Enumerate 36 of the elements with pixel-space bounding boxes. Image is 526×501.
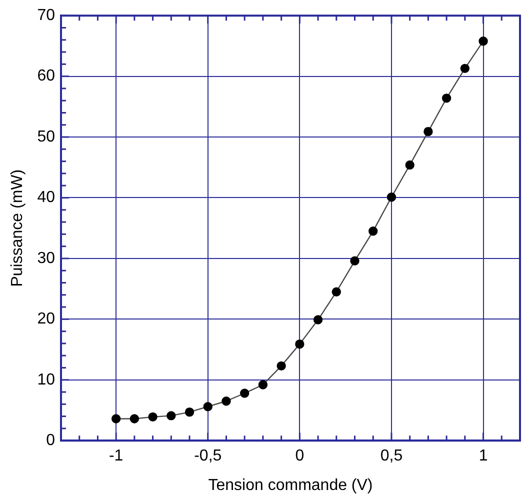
point [442,94,452,103]
point [148,412,158,422]
x-tick-label: -0,5 [194,448,222,465]
point [350,256,360,266]
point [460,64,470,74]
point [313,315,323,324]
x-tick-label: -1 [108,448,124,465]
point [478,36,488,46]
point [368,226,378,236]
point [203,402,212,412]
y-tick-label: 40 [37,189,56,206]
x-axis-title: Tension commande (V) [208,476,373,494]
point [240,388,250,398]
point [111,414,121,424]
y-tick-label: 50 [37,128,56,146]
point [405,160,414,170]
y-axis-title: Puissance (mW) [9,169,26,287]
point [258,380,268,390]
y-tick-label: 0 [46,432,56,450]
point [130,414,140,424]
point [166,411,176,420]
y-tick-label: 60 [37,68,56,85]
x-tick-label: 0 [295,448,304,465]
point [276,361,286,371]
point [332,287,341,296]
point [295,339,304,349]
point [222,396,231,406]
point [424,126,433,136]
y-tick-label: 20 [37,310,56,328]
x-tick-label: 0,5 [380,448,403,465]
point [184,407,194,417]
x-tick-label: 1 [478,448,488,465]
y-tick-label: 30 [37,250,56,267]
point [386,192,396,202]
y-tick-label: 70 [37,7,56,24]
y-tick-label: 10 [37,371,56,388]
